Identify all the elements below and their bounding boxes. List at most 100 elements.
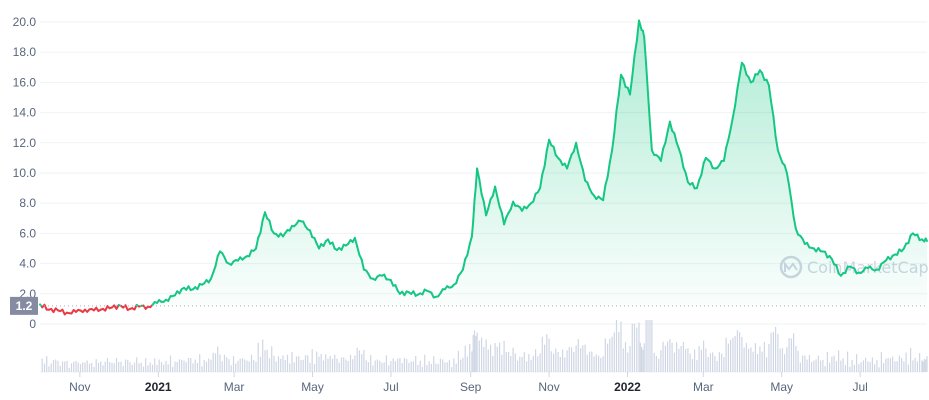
price-line-segment	[478, 178, 483, 195]
volume-bar	[248, 361, 250, 372]
price-line-segment	[356, 245, 361, 256]
volume-bar	[856, 354, 858, 372]
volume-bar	[867, 361, 869, 372]
volume-bar	[494, 343, 496, 372]
volume-bar	[589, 351, 591, 372]
volume-bar	[302, 359, 304, 372]
volume-bar	[140, 362, 142, 372]
price-line-segment	[907, 234, 912, 245]
volume-bar	[352, 359, 354, 372]
volume-bar	[914, 357, 916, 372]
volume-bar	[262, 339, 264, 372]
price-line-segment	[772, 115, 777, 138]
volume-bar	[379, 360, 381, 372]
price-line-segment	[722, 147, 728, 162]
volume-bar	[641, 347, 643, 372]
volume-bar	[811, 362, 813, 372]
volume-bar	[55, 359, 57, 372]
price-line-segment	[729, 116, 734, 131]
volume-bar	[174, 361, 176, 372]
price-line-segment	[532, 192, 537, 203]
volume-bar	[165, 360, 167, 372]
volume-bar	[275, 361, 277, 372]
volume-bar	[907, 364, 909, 372]
volume-bar	[664, 345, 666, 372]
volume-bar	[694, 349, 696, 372]
volume-bar	[862, 360, 864, 372]
volume-bar	[598, 355, 600, 372]
volume-bar	[716, 361, 718, 372]
volume-bar	[786, 347, 788, 372]
volume-bar	[575, 345, 577, 372]
volume-bar	[571, 347, 573, 372]
price-line-segment	[608, 149, 614, 164]
volume-bar	[390, 361, 392, 372]
price-line-segment	[783, 164, 788, 174]
volume-bar	[426, 365, 428, 372]
volume-bar	[655, 356, 657, 372]
volume-bar	[363, 349, 365, 372]
volume-bar	[510, 355, 512, 372]
volume-bar	[421, 366, 423, 372]
x-tick-label: Jul	[852, 380, 867, 394]
volume-bar	[476, 332, 478, 372]
volume-bar	[871, 357, 873, 372]
price-line-segment	[496, 195, 501, 208]
volume-bar	[622, 348, 624, 372]
volume-bar	[718, 352, 720, 372]
price-line-segment	[680, 154, 685, 169]
volume-bar	[528, 354, 530, 372]
price-line-segment	[248, 249, 253, 258]
volume-bar	[340, 357, 343, 372]
volume-bar	[61, 361, 64, 372]
volume-bar	[537, 356, 539, 372]
volume-bar	[501, 354, 503, 372]
price-line-segment	[794, 227, 800, 236]
volume-bar	[460, 359, 462, 372]
volume-bar	[922, 361, 924, 372]
volume-bar	[356, 347, 358, 372]
volume-bar	[232, 355, 235, 372]
volume-bar	[403, 357, 405, 372]
price-line-segment	[790, 199, 795, 218]
volume-bar	[795, 345, 797, 372]
volume-bar	[361, 354, 363, 372]
volume-bar	[66, 360, 68, 372]
volume-bar	[444, 362, 446, 372]
volume-bar	[102, 365, 104, 372]
price-line-segment	[675, 141, 680, 150]
volume-bar	[320, 353, 322, 372]
volume-bar	[329, 355, 331, 372]
volume-bar	[673, 352, 675, 372]
volume-bar	[365, 360, 367, 372]
volume-bar	[777, 334, 779, 372]
volume-bar	[331, 359, 334, 372]
volume-bar	[745, 342, 747, 372]
volume-bar	[185, 362, 187, 372]
volume-bar	[451, 367, 453, 372]
price-line-segment	[575, 141, 580, 155]
reference-badge-label: 1.2	[16, 299, 33, 313]
volume-bar	[394, 361, 396, 372]
volume-bar	[582, 345, 584, 372]
price-line-segment	[487, 198, 492, 210]
volume-bar	[433, 356, 435, 372]
volume-bar	[916, 361, 918, 372]
volume-bar	[750, 347, 752, 372]
volume-bar	[618, 331, 620, 372]
volume-bar	[923, 359, 925, 372]
volume-bar	[79, 364, 82, 372]
volume-bar	[633, 323, 636, 372]
volume-bar	[833, 355, 835, 372]
price-line-segment	[677, 147, 683, 157]
volume-bar	[492, 356, 494, 372]
volume-bar	[775, 326, 777, 372]
y-tick-label: 20.0	[13, 15, 37, 29]
volume-bar	[817, 355, 819, 372]
volume-bar	[772, 331, 774, 372]
volume-bar	[700, 349, 702, 372]
volume-bar	[741, 336, 743, 372]
volume-bar	[75, 361, 77, 372]
volume-bar	[381, 362, 383, 372]
